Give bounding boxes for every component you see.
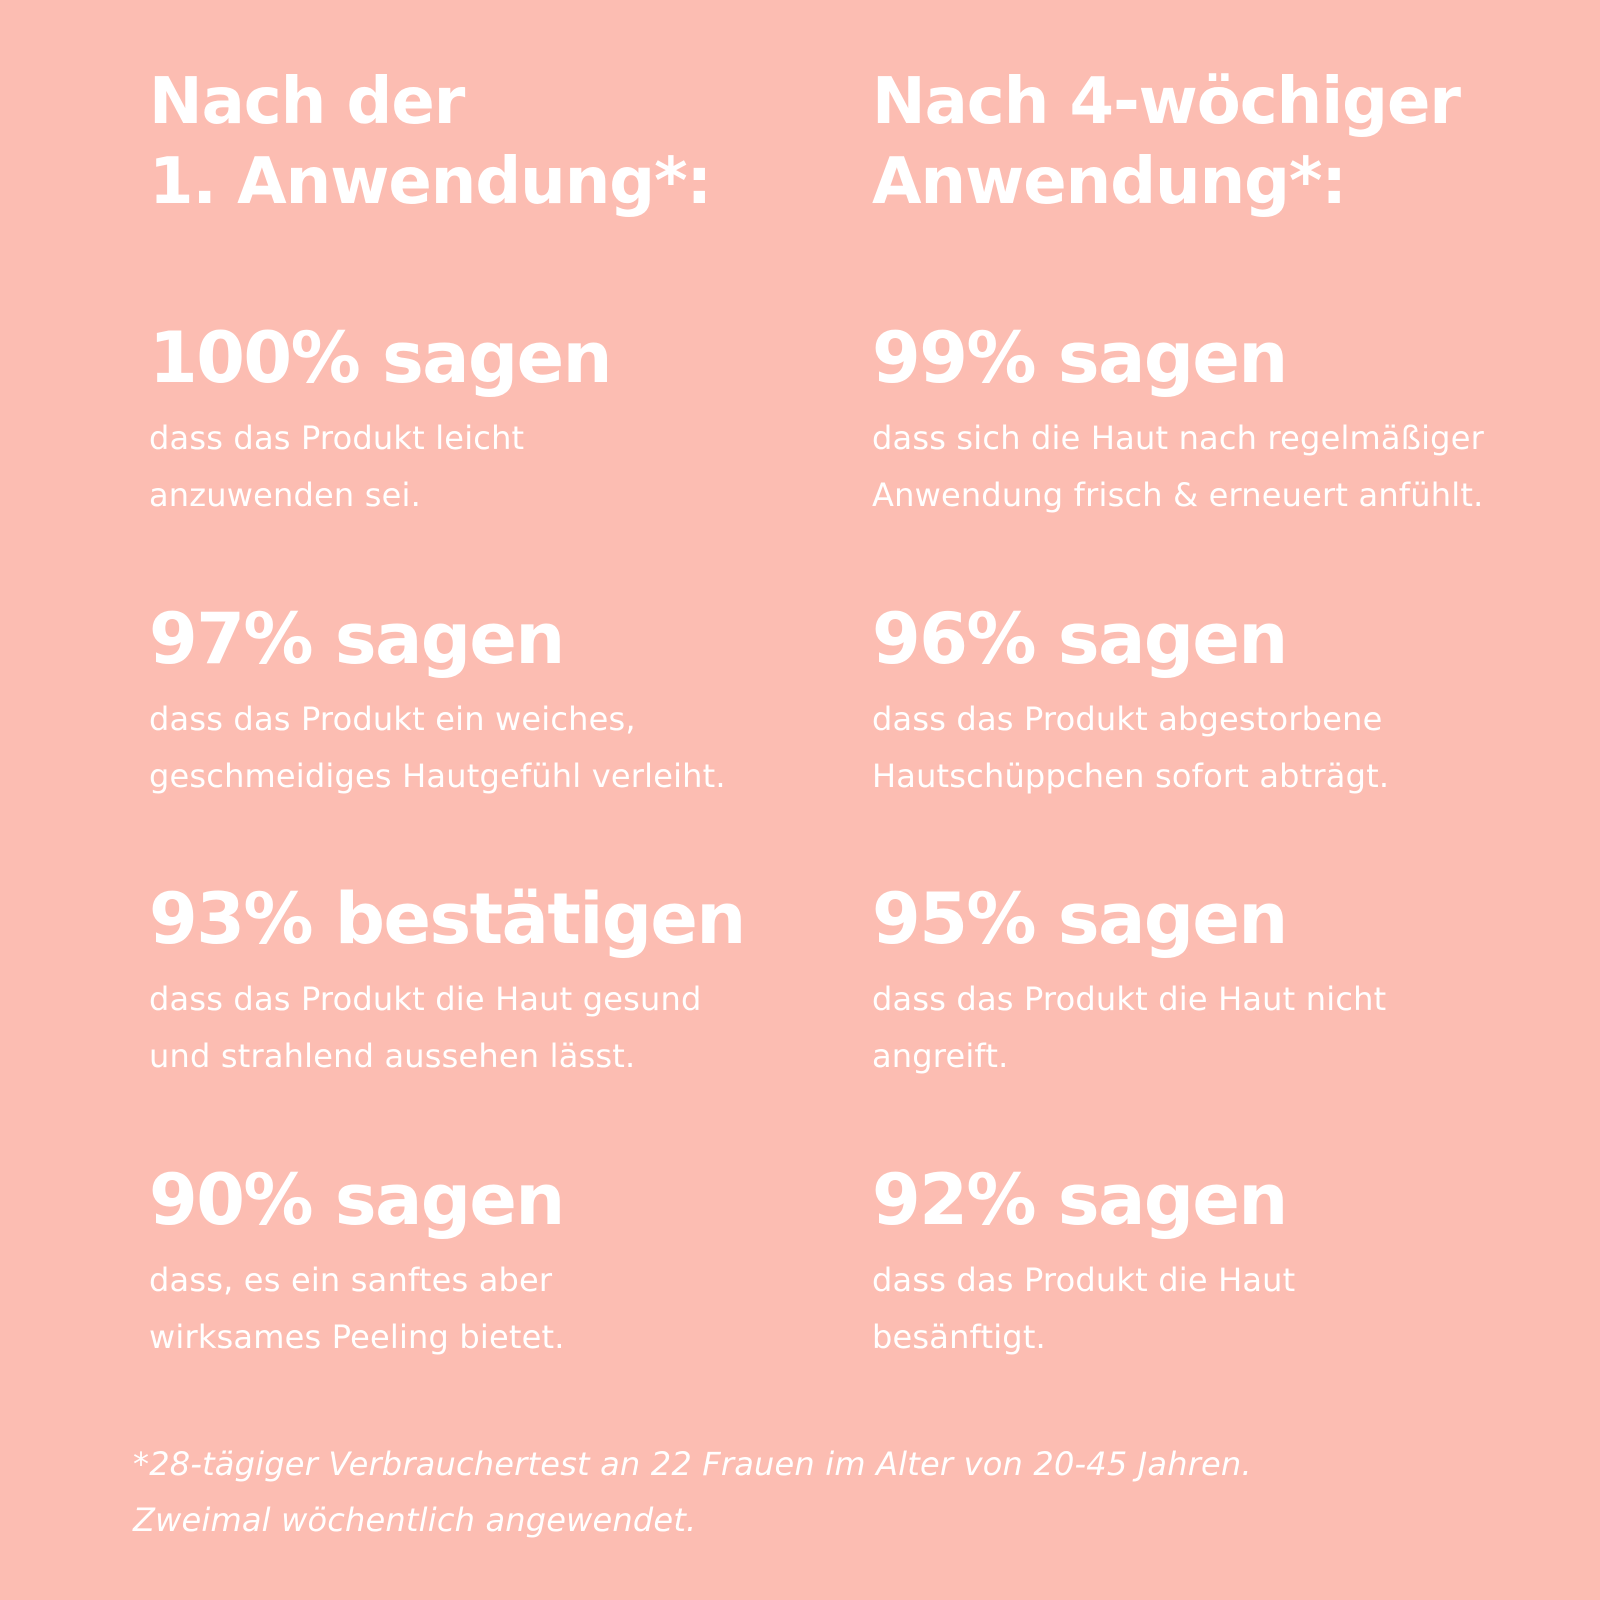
stat-description-line: dass das Produkt ein weiches, — [149, 700, 636, 738]
stat-description-line: Anwendung frisch & erneuert anfühlt. — [872, 476, 1484, 514]
stat-block: 90% sagen dass, es ein sanftes aber wirk… — [149, 1158, 565, 1366]
first-use-title-line2: 1. Anwendung*: — [149, 145, 712, 219]
stat-description: dass das Produkt die Haut nicht angreift… — [872, 971, 1386, 1085]
stat-description-line: dass sich die Haut nach regelmäßiger — [872, 419, 1484, 457]
stat-headline: 97% sagen — [149, 598, 565, 680]
stat-headline: 93% bestätigen — [149, 878, 746, 960]
stat-block: 97% sagen dass das Produkt ein weiches, … — [149, 597, 726, 805]
stat-description-line: Hautschüppchen sofort abträgt. — [872, 757, 1390, 795]
footnote-line: Zweimal wöchentlich angewendet. — [133, 1501, 697, 1539]
stat-headline: 99% sagen — [872, 317, 1288, 399]
stat-headline: 95% sagen — [872, 878, 1288, 960]
stat-description-line: anzuwenden sei. — [149, 476, 421, 514]
stat-description-line: dass das Produkt leicht — [149, 419, 525, 457]
stat-description-line: geschmeidiges Hautgefühl verleiht. — [149, 757, 726, 795]
stat-description: dass das Produkt die Haut gesund und str… — [149, 971, 745, 1085]
stat-block: 99% sagen dass sich die Haut nach regelm… — [872, 316, 1484, 524]
four-week-column: Nach 4-wöchiger Anwendung*: 99% sagen da… — [872, 62, 1592, 1356]
footnote-line: *28-tägiger Verbrauchertest an 22 Frauen… — [133, 1445, 1252, 1483]
stat-description-line: wirksames Peeling bietet. — [149, 1318, 565, 1356]
stat-headline: 90% sagen — [149, 1159, 565, 1241]
stat-description-line: dass das Produkt die Haut nicht — [872, 980, 1387, 1018]
stat-description-line: angreift. — [872, 1037, 1009, 1075]
stat-description-line: dass das Produkt die Haut — [872, 1261, 1296, 1299]
stat-description-line: und strahlend aussehen lässt. — [149, 1037, 636, 1075]
stat-block: 96% sagen dass das Produkt abgestorbene … — [872, 597, 1389, 805]
stat-headline: 100% sagen — [149, 317, 612, 399]
stat-block: 100% sagen dass das Produkt leicht anzuw… — [149, 316, 612, 524]
stat-headline: 92% sagen — [872, 1159, 1288, 1241]
stat-description-line: dass, es ein sanftes aber — [149, 1261, 553, 1299]
stat-block: 92% sagen dass das Produkt die Haut besä… — [872, 1158, 1295, 1366]
stat-description-line: dass das Produkt die Haut gesund — [149, 980, 702, 1018]
stat-description-line: besänftigt. — [872, 1318, 1046, 1356]
first-use-title: Nach der 1. Anwendung*: — [149, 62, 829, 222]
stat-block: 95% sagen dass das Produkt die Haut nich… — [872, 877, 1386, 1085]
four-week-title-line2: Anwendung*: — [872, 145, 1347, 219]
stat-headline: 96% sagen — [872, 598, 1288, 680]
stat-description: dass, es ein sanftes aber wirksames Peel… — [149, 1252, 565, 1366]
first-use-title-line1: Nach der — [149, 65, 465, 139]
stat-description: dass das Produkt leicht anzuwenden sei. — [149, 410, 611, 524]
first-use-column: Nach der 1. Anwendung*: 100% sagen dass … — [149, 62, 829, 1356]
study-footnote: *28-tägiger Verbrauchertest an 22 Frauen… — [133, 1436, 1252, 1548]
four-week-title: Nach 4-wöchiger Anwendung*: — [872, 62, 1592, 222]
stat-block: 93% bestätigen dass das Produkt die Haut… — [149, 877, 746, 1085]
stat-description: dass das Produkt ein weiches, geschmeidi… — [149, 691, 726, 805]
stat-description: dass das Produkt abgestorbene Hautschüpp… — [872, 691, 1389, 805]
stat-description: dass sich die Haut nach regelmäßiger Anw… — [872, 410, 1484, 524]
stat-description: dass das Produkt die Haut besänftigt. — [872, 1252, 1295, 1366]
four-week-title-line1: Nach 4-wöchiger — [872, 65, 1461, 139]
stat-description-line: dass das Produkt abgestorbene — [872, 700, 1383, 738]
